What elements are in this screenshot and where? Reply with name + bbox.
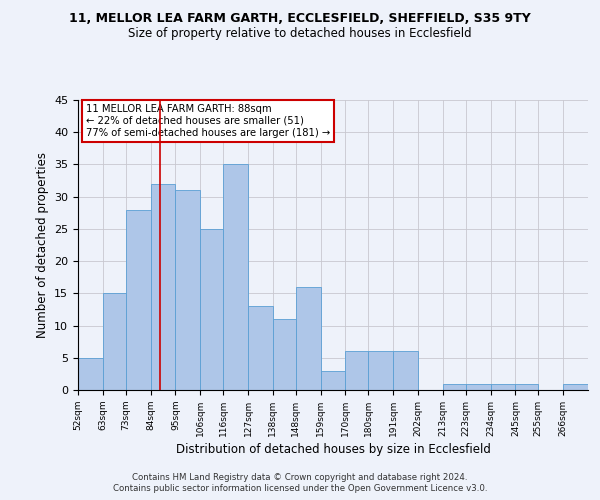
Bar xyxy=(466,384,491,390)
Y-axis label: Number of detached properties: Number of detached properties xyxy=(35,152,49,338)
Text: Size of property relative to detached houses in Ecclesfield: Size of property relative to detached ho… xyxy=(128,28,472,40)
Bar xyxy=(273,319,296,390)
Bar xyxy=(248,306,273,390)
Bar xyxy=(296,287,320,390)
Bar xyxy=(346,352,368,390)
Bar xyxy=(103,294,125,390)
Bar xyxy=(151,184,175,390)
Bar xyxy=(320,370,346,390)
Bar xyxy=(563,384,588,390)
Bar xyxy=(223,164,248,390)
Text: Distribution of detached houses by size in Ecclesfield: Distribution of detached houses by size … xyxy=(176,442,490,456)
Bar xyxy=(515,384,538,390)
Text: 11, MELLOR LEA FARM GARTH, ECCLESFIELD, SHEFFIELD, S35 9TY: 11, MELLOR LEA FARM GARTH, ECCLESFIELD, … xyxy=(69,12,531,26)
Text: Contains public sector information licensed under the Open Government Licence v3: Contains public sector information licen… xyxy=(113,484,487,493)
Bar xyxy=(443,384,466,390)
Bar xyxy=(200,229,223,390)
Bar xyxy=(368,352,393,390)
Bar xyxy=(393,352,418,390)
Text: 11 MELLOR LEA FARM GARTH: 88sqm
← 22% of detached houses are smaller (51)
77% of: 11 MELLOR LEA FARM GARTH: 88sqm ← 22% of… xyxy=(86,104,330,138)
Bar xyxy=(78,358,103,390)
Text: Contains HM Land Registry data © Crown copyright and database right 2024.: Contains HM Land Registry data © Crown c… xyxy=(132,472,468,482)
Bar xyxy=(125,210,151,390)
Bar xyxy=(175,190,200,390)
Bar xyxy=(491,384,515,390)
